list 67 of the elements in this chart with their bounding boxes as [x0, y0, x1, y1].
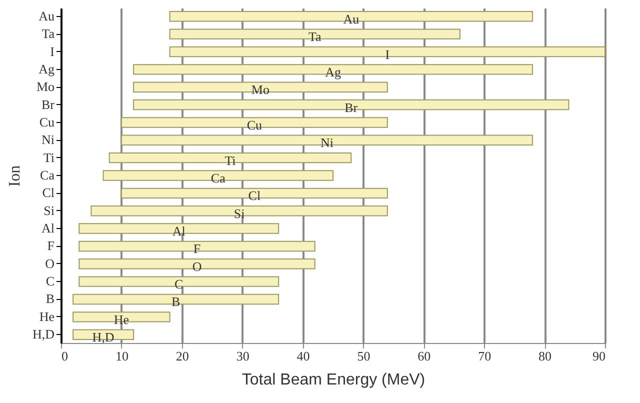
y-tick-label: I	[50, 44, 54, 59]
y-tick-label: Ti	[43, 150, 55, 165]
data-label: I	[385, 46, 390, 62]
y-tick-label: H,D	[32, 326, 54, 342]
y-axis-title: Ion	[6, 165, 24, 187]
bar	[78, 240, 316, 252]
data-label: Ca	[210, 170, 226, 186]
y-tick-label: Au	[38, 8, 55, 24]
x-axis-title: Total Beam Energy (MeV)	[242, 372, 426, 388]
x-tick-label: 10	[115, 348, 128, 364]
data-label: Cl	[248, 188, 261, 204]
bar	[169, 28, 460, 40]
y-tick-label: Cu	[39, 114, 55, 130]
bar	[133, 99, 570, 110]
y-tick-label: Ni	[42, 132, 55, 148]
data-label: Ni	[320, 135, 334, 150]
bar	[120, 188, 388, 199]
x-tick-label: 20	[176, 348, 189, 364]
x-tick-label: 80	[538, 348, 552, 364]
bar	[120, 117, 388, 128]
bar	[102, 170, 334, 181]
x-tick-label: 30	[236, 348, 250, 364]
data-label: Au	[343, 11, 360, 26]
data-label: He	[114, 312, 130, 327]
y-tick-label: B	[46, 291, 55, 306]
y-tick-label: Cl	[42, 185, 55, 200]
bar	[108, 152, 352, 164]
x-tick-label: 40	[296, 348, 310, 364]
x-tick-label: 90	[592, 348, 606, 364]
data-label: Ti	[224, 152, 236, 168]
data-label: B	[172, 294, 181, 310]
y-tick-label: C	[46, 274, 54, 289]
data-label: Ta	[308, 29, 322, 44]
y-tick-label: Al	[42, 220, 55, 236]
bar	[78, 276, 280, 287]
data-label: O	[192, 258, 202, 274]
bar	[120, 134, 533, 146]
data-label: Br	[344, 100, 358, 115]
y-tick-label: Si	[44, 202, 55, 218]
bar	[78, 223, 280, 234]
y-tick-label: Ca	[40, 168, 55, 182]
bar	[90, 205, 388, 216]
bar	[169, 46, 606, 58]
x-tick-label: 0	[62, 348, 68, 364]
x-tick-label: 50	[357, 348, 370, 364]
data-label: Si	[234, 206, 246, 221]
data-label: Cu	[246, 117, 263, 132]
data-label: F	[193, 241, 201, 256]
bar	[78, 258, 316, 270]
y-tick-label: Mo	[36, 79, 54, 94]
x-tick-label: 70	[478, 348, 492, 364]
y-tick-label: Br	[42, 96, 56, 112]
data-label: Ag	[325, 64, 342, 80]
bar	[133, 82, 388, 92]
data-label: C	[174, 276, 184, 292]
data-label: Al	[172, 224, 186, 239]
x-tick-label: 60	[418, 348, 431, 364]
y-tick-label: Ta	[42, 26, 55, 42]
y-tick-label: He	[39, 308, 55, 324]
y-tick-label: F	[47, 238, 54, 254]
y-tick-label: Ag	[38, 61, 55, 76]
bar	[169, 11, 533, 22]
data-label: Mo	[251, 82, 270, 98]
bar	[72, 312, 170, 322]
data-label: H,D	[92, 330, 114, 345]
y-tick-label: O	[45, 256, 54, 271]
bar	[72, 294, 280, 305]
